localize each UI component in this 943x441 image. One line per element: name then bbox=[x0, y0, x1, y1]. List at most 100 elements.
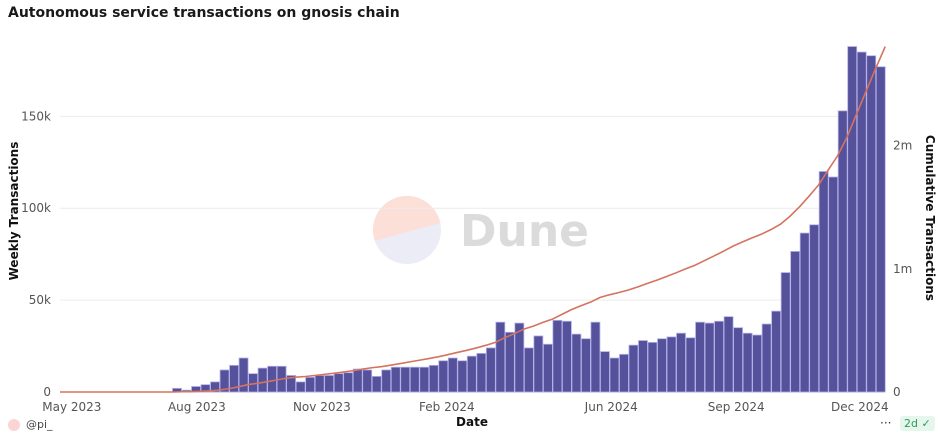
x-tick-label: Aug 2023 bbox=[168, 400, 226, 414]
bar bbox=[761, 323, 772, 393]
x-axis-label: Date bbox=[456, 415, 488, 429]
y2-tick-label: 0 bbox=[893, 385, 901, 399]
avatar bbox=[8, 418, 20, 431]
bar bbox=[257, 367, 268, 393]
age-badge: 2d ✓ bbox=[900, 416, 935, 431]
x-tick-label: Jun 2024 bbox=[584, 400, 638, 414]
bar bbox=[400, 366, 411, 393]
bar bbox=[229, 364, 239, 393]
chart-title: Autonomous service transactions on gnosi… bbox=[8, 5, 400, 21]
author-name: @pi_ bbox=[26, 418, 53, 431]
bar bbox=[875, 66, 886, 393]
bar bbox=[381, 369, 392, 393]
bar bbox=[695, 321, 705, 393]
bar bbox=[533, 335, 544, 393]
bar bbox=[590, 321, 601, 393]
bar bbox=[571, 333, 582, 393]
bar bbox=[238, 357, 249, 393]
more-options-button[interactable]: ··· bbox=[880, 416, 892, 430]
bar bbox=[581, 338, 591, 393]
x-tick-label: Nov 2023 bbox=[293, 400, 351, 414]
bar bbox=[305, 376, 316, 393]
bar bbox=[362, 369, 373, 393]
bar bbox=[352, 368, 363, 393]
y-tick-label: 0 bbox=[43, 385, 51, 399]
cumulative-line bbox=[60, 46, 886, 393]
y-tick-label: 50k bbox=[29, 293, 51, 307]
x-tick-label: Feb 2024 bbox=[419, 400, 475, 414]
bar bbox=[562, 320, 572, 393]
bar bbox=[828, 176, 839, 393]
y-tick-label: 150k bbox=[21, 109, 51, 123]
bar bbox=[619, 353, 629, 393]
bar bbox=[685, 337, 696, 393]
bar bbox=[742, 332, 753, 393]
bar bbox=[409, 366, 420, 393]
bar bbox=[286, 375, 297, 393]
age-text: 2d bbox=[904, 417, 918, 430]
bar bbox=[419, 366, 430, 393]
bar bbox=[609, 357, 620, 393]
x-tick-label: Dec 2024 bbox=[831, 400, 889, 414]
bar bbox=[485, 347, 496, 393]
bar bbox=[837, 110, 848, 393]
dune-watermark-logo: Dune bbox=[373, 196, 589, 264]
bar bbox=[447, 357, 458, 393]
bar bbox=[324, 375, 335, 393]
bar bbox=[647, 341, 658, 393]
y-axis-label: Weekly Transactions bbox=[7, 142, 21, 281]
x-tick-label: Sep 2024 bbox=[708, 400, 765, 414]
bar bbox=[514, 322, 525, 393]
y2-axis-label: Cumulative Transactions bbox=[923, 135, 937, 301]
bar bbox=[676, 332, 686, 393]
bar bbox=[657, 338, 667, 393]
bar bbox=[314, 375, 325, 393]
bar bbox=[295, 381, 306, 393]
bar bbox=[438, 360, 449, 393]
bar bbox=[809, 224, 820, 393]
bar bbox=[752, 334, 763, 393]
bar bbox=[267, 365, 278, 393]
x-tick-label: May 2023 bbox=[42, 400, 101, 414]
bar bbox=[780, 272, 791, 393]
y2-tick-label: 2m bbox=[893, 139, 912, 153]
author[interactable]: @pi_ bbox=[8, 418, 53, 431]
bar bbox=[790, 251, 801, 393]
bar bbox=[847, 46, 858, 393]
bar bbox=[200, 384, 211, 393]
bar bbox=[210, 381, 220, 393]
bar bbox=[733, 327, 743, 393]
bar bbox=[866, 55, 877, 393]
bar bbox=[600, 351, 610, 393]
check-circle-icon: ✓ bbox=[921, 417, 931, 430]
bar bbox=[638, 340, 648, 393]
bar bbox=[476, 353, 487, 393]
y2-tick-label: 1m bbox=[893, 262, 912, 276]
bar bbox=[856, 51, 867, 393]
bar bbox=[723, 316, 734, 393]
bar bbox=[495, 321, 506, 393]
bar bbox=[523, 347, 534, 393]
y-tick-label: 100k bbox=[21, 201, 51, 215]
bar bbox=[704, 322, 715, 393]
bar bbox=[371, 375, 382, 393]
bar bbox=[428, 364, 439, 393]
bar bbox=[666, 336, 677, 393]
bar bbox=[552, 319, 563, 393]
bar bbox=[818, 171, 829, 393]
bar bbox=[333, 373, 344, 393]
bar bbox=[219, 369, 230, 393]
bar bbox=[799, 232, 810, 393]
bar bbox=[343, 372, 354, 393]
bar bbox=[771, 310, 782, 393]
bar bbox=[457, 360, 468, 393]
bar bbox=[542, 343, 553, 393]
bar bbox=[628, 344, 639, 393]
bar bbox=[466, 355, 477, 393]
watermark-text: Dune bbox=[460, 206, 589, 257]
bar bbox=[390, 366, 401, 393]
bar bbox=[714, 320, 724, 393]
bar bbox=[504, 331, 515, 393]
